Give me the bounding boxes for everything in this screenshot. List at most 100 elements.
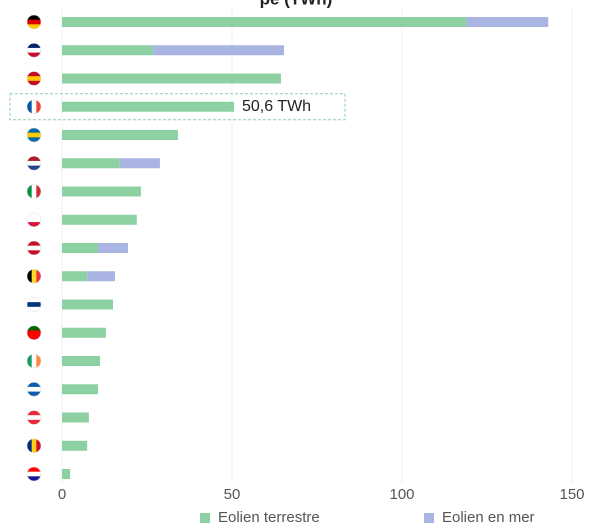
bar: [62, 186, 141, 197]
flag-stripe: [27, 438, 33, 453]
bar: [98, 243, 128, 253]
flag-stripe: [27, 245, 41, 251]
flag-stripe: [27, 76, 41, 82]
bar: [62, 440, 88, 451]
flag-stripe: [36, 438, 41, 453]
bar: [62, 299, 113, 310]
flag-border: [26, 99, 42, 114]
flag-stripe: [27, 222, 41, 227]
flag-stripe: [27, 132, 41, 138]
flag-border: [26, 438, 42, 453]
flag-stripe: [31, 184, 37, 199]
flag-stripe: [27, 354, 33, 368]
flag-stripe: [27, 52, 41, 58]
bar: [62, 412, 89, 423]
highlight-box: [9, 93, 346, 121]
flag-stripe: [27, 297, 41, 303]
x-tick-label: 50: [224, 486, 241, 503]
flag-stripe: [31, 354, 37, 368]
bar: [62, 356, 101, 366]
legend-label: Eolien terrestre: [218, 509, 320, 526]
bar: [62, 384, 99, 395]
bar: [87, 271, 116, 282]
flag-stripe: [27, 156, 41, 162]
flag-stripe: [27, 212, 41, 218]
flag-stripe: [27, 137, 41, 142]
flag-stripe: [36, 184, 41, 199]
flag-stripe: [36, 99, 41, 114]
bar: [62, 327, 106, 338]
bar: [62, 73, 281, 84]
bar: [153, 45, 285, 56]
flag-stripe: [27, 476, 41, 481]
flag-stripe: [27, 391, 41, 397]
flag-stripe: [27, 410, 41, 416]
tooltip: 50,6 TWh: [242, 98, 311, 115]
flag-border: [26, 71, 42, 86]
flag-stripe: [27, 184, 33, 199]
flag-border: [26, 212, 42, 227]
flag-stripe: [27, 335, 41, 340]
flag-stripe: [27, 71, 41, 77]
flag-stripe: [27, 128, 41, 134]
flag-border: [26, 466, 42, 482]
flag-border: [26, 297, 42, 312]
flag-stripe: [36, 269, 41, 284]
bar: [62, 243, 99, 253]
flag-border: [26, 14, 42, 30]
bar: [62, 469, 71, 479]
flag-stripe: [27, 386, 41, 393]
flag-stripe: [27, 217, 41, 223]
flag-border: [26, 184, 42, 199]
flag-stripe: [27, 471, 41, 477]
flags: [26, 14, 42, 482]
flag-stripe: [27, 165, 41, 171]
flag-stripe: [27, 467, 41, 473]
flag-border: [26, 325, 42, 340]
flag-stripe: [31, 438, 37, 453]
flag-stripe: [27, 160, 41, 167]
flag-border: [26, 240, 42, 256]
flag-stripe: [27, 269, 33, 284]
flag-stripe: [31, 269, 37, 284]
flag-stripe: [31, 99, 37, 114]
flag-stripe: [27, 19, 41, 25]
legend-swatch: [424, 513, 434, 523]
bar: [62, 271, 88, 282]
bar: [119, 158, 160, 169]
bar: [62, 101, 235, 112]
flag-stripe: [27, 382, 41, 388]
flag-stripe: [27, 330, 41, 336]
legend-swatch: [200, 513, 210, 523]
chart-title: pe (TWh): [260, 0, 333, 8]
flag-border: [26, 127, 42, 143]
flag-stripe: [27, 325, 41, 331]
flag-stripe: [27, 302, 41, 308]
flag-stripe: [27, 250, 41, 255]
flag-stripe: [27, 43, 41, 49]
tooltip-box: [236, 94, 344, 119]
flag-stripe: [27, 415, 41, 421]
x-tick-label: 0: [58, 486, 66, 503]
flag-stripe: [27, 241, 41, 247]
x-tick-label: 100: [389, 486, 414, 503]
bar: [62, 45, 154, 56]
flag-stripe: [36, 354, 41, 368]
legend-label: Eolien en mer: [442, 509, 535, 526]
flag-stripe: [27, 99, 33, 114]
flag-border: [26, 43, 42, 58]
flag-border: [26, 156, 42, 171]
flag-border: [26, 410, 42, 425]
flag-stripe: [27, 419, 41, 425]
flag-stripe: [27, 15, 41, 21]
flag-stripe: [27, 47, 41, 54]
x-tick-label: 150: [559, 486, 584, 503]
bar: [466, 17, 549, 27]
flag-stripe: [27, 306, 41, 312]
bar: [62, 214, 137, 225]
flag-border: [26, 353, 42, 369]
bar: [62, 17, 467, 27]
flag-border: [26, 382, 42, 397]
flag-stripe: [27, 80, 41, 86]
